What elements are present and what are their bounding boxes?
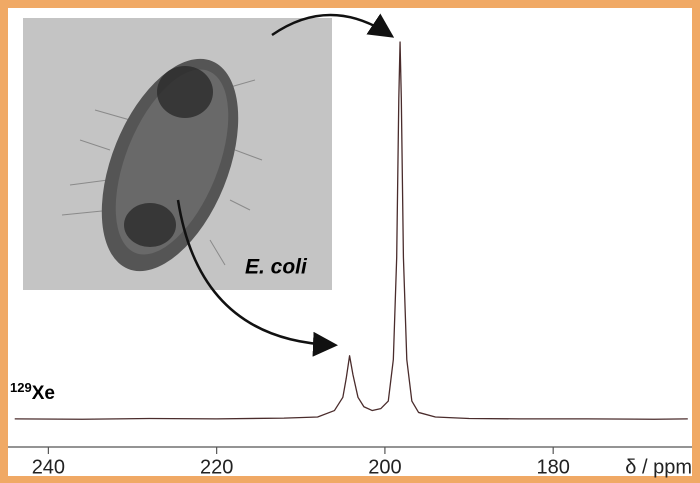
x-axis-label: δ / ppm	[625, 456, 692, 478]
nucleus-symbol: Xe	[32, 383, 55, 404]
x-tick-label: 180	[536, 456, 569, 478]
chart: E. coli 129Xe δ / ppm 240 220 200 180	[0, 0, 700, 483]
annotation: E. coli	[245, 256, 308, 279]
x-tick-label: 240	[32, 456, 65, 478]
nucleus-mass: 129	[10, 380, 32, 395]
page: E. coli 129Xe δ / ppm 240220200180 (() =…	[0, 0, 700, 483]
x-tick-label: 200	[368, 456, 401, 478]
micrograph	[23, 18, 332, 291]
x-tick-label: 220	[200, 456, 233, 478]
